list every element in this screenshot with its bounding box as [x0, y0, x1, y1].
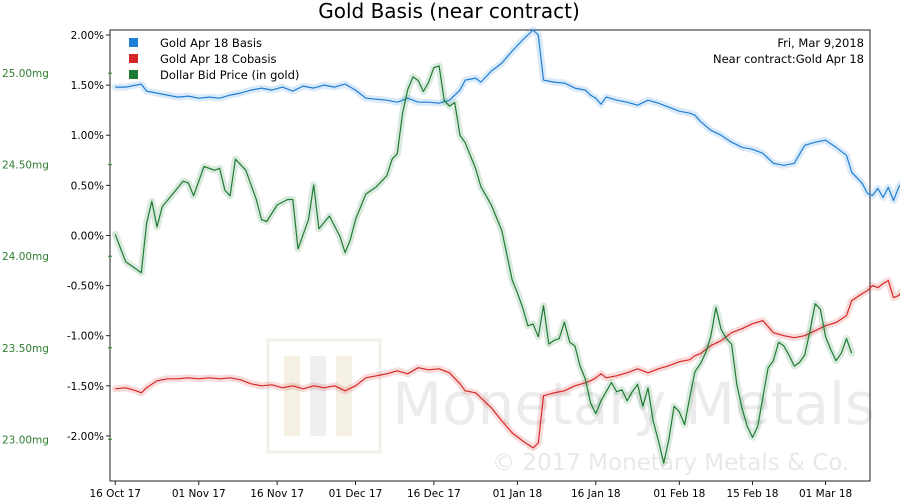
- series-line-2: [114, 65, 853, 464]
- legend: Gold Apr 18 Basis Gold Apr 18 Cobasis Do…: [129, 36, 299, 82]
- legend-swatch-cobasis: [129, 54, 138, 63]
- legend-swatch-basis: [129, 38, 138, 47]
- x-axis-tick-label: 01 Mar 18: [799, 488, 852, 500]
- right-axis-tick-label: 23.00mg: [2, 434, 49, 446]
- x-axis-tick-label: 01 Nov 17: [172, 488, 226, 500]
- right-axis-tick-label: 25.00mg: [2, 68, 49, 80]
- x-axis-tick-label: 01 Feb 18: [653, 488, 705, 500]
- x-axis-tick-label: 16 Oct 17: [89, 488, 141, 500]
- watermark-copyright: © 2017 Monetary Metals & Co.: [492, 450, 849, 476]
- legend-swatch-dollar: [129, 70, 138, 79]
- plot-area-frame: [109, 29, 871, 482]
- watermark: Monetary Metals © 2017 Monetary Metals &…: [266, 338, 875, 476]
- right-axis-tick-label: 23.50mg: [2, 343, 49, 355]
- left-axis: 2.00% 1.50% 1.00% 0.50% 0.00% -0.50% -1.00% -1.…: [67, 30, 110, 443]
- x-axis-tick-label: 15 Feb 18: [726, 488, 778, 500]
- watermark-brand: Monetary Metals: [392, 370, 875, 438]
- left-axis-tick-label: 1.00%: [71, 130, 104, 142]
- series-layer: [111, 26, 900, 467]
- left-axis-tick-label: -1.50%: [67, 381, 104, 393]
- left-axis-tick-label: -0.50%: [67, 281, 104, 293]
- x-axis-tick-label: 16 Jan 18: [571, 488, 621, 500]
- left-axis-tick-label: 1.50%: [71, 80, 104, 92]
- left-axis-tick-label: -2.00%: [67, 431, 104, 443]
- chart-title: Gold Basis (near contract): [318, 0, 580, 23]
- right-axis: 25.00mg 24.50mg 24.00mg 23.50mg 23.00mg: [2, 68, 112, 446]
- right-axis-tick-label: 24.00mg: [2, 251, 49, 263]
- x-axis-tick-label: 01 Jan 18: [493, 488, 543, 500]
- x-axis-tick-label: 01 Dec 17: [329, 488, 383, 500]
- left-axis-tick-label: -1.00%: [67, 331, 104, 343]
- info-contract: Near contract:Gold Apr 18: [713, 52, 864, 66]
- legend-label-dollar: Dollar Bid Price (in gold): [160, 68, 299, 82]
- x-axis-tick-label: 16 Nov 17: [250, 488, 304, 500]
- left-axis-tick-label: 2.00%: [71, 30, 104, 42]
- legend-label-cobasis: Gold Apr 18 Cobasis: [160, 52, 277, 66]
- x-axis-tick-label: 16 Dec 17: [407, 488, 461, 500]
- left-axis-tick-label: 0.00%: [71, 230, 104, 242]
- right-axis-tick-label: 24.50mg: [2, 160, 49, 172]
- info-date: Fri, Mar 9,2018: [777, 36, 864, 50]
- info-box: Fri, Mar 9,2018 Near contract:Gold Apr 1…: [713, 36, 864, 66]
- left-axis-tick-label: 0.50%: [71, 180, 104, 192]
- legend-label-basis: Gold Apr 18 Basis: [160, 36, 262, 50]
- series-line-0: [115, 29, 900, 201]
- watermark-logo-icon: [266, 338, 382, 454]
- x-axis: 16 Oct 17 01 Nov 17 16 Nov 17 01 Dec 17 16 D…: [89, 481, 852, 500]
- series-line-1: [115, 280, 900, 449]
